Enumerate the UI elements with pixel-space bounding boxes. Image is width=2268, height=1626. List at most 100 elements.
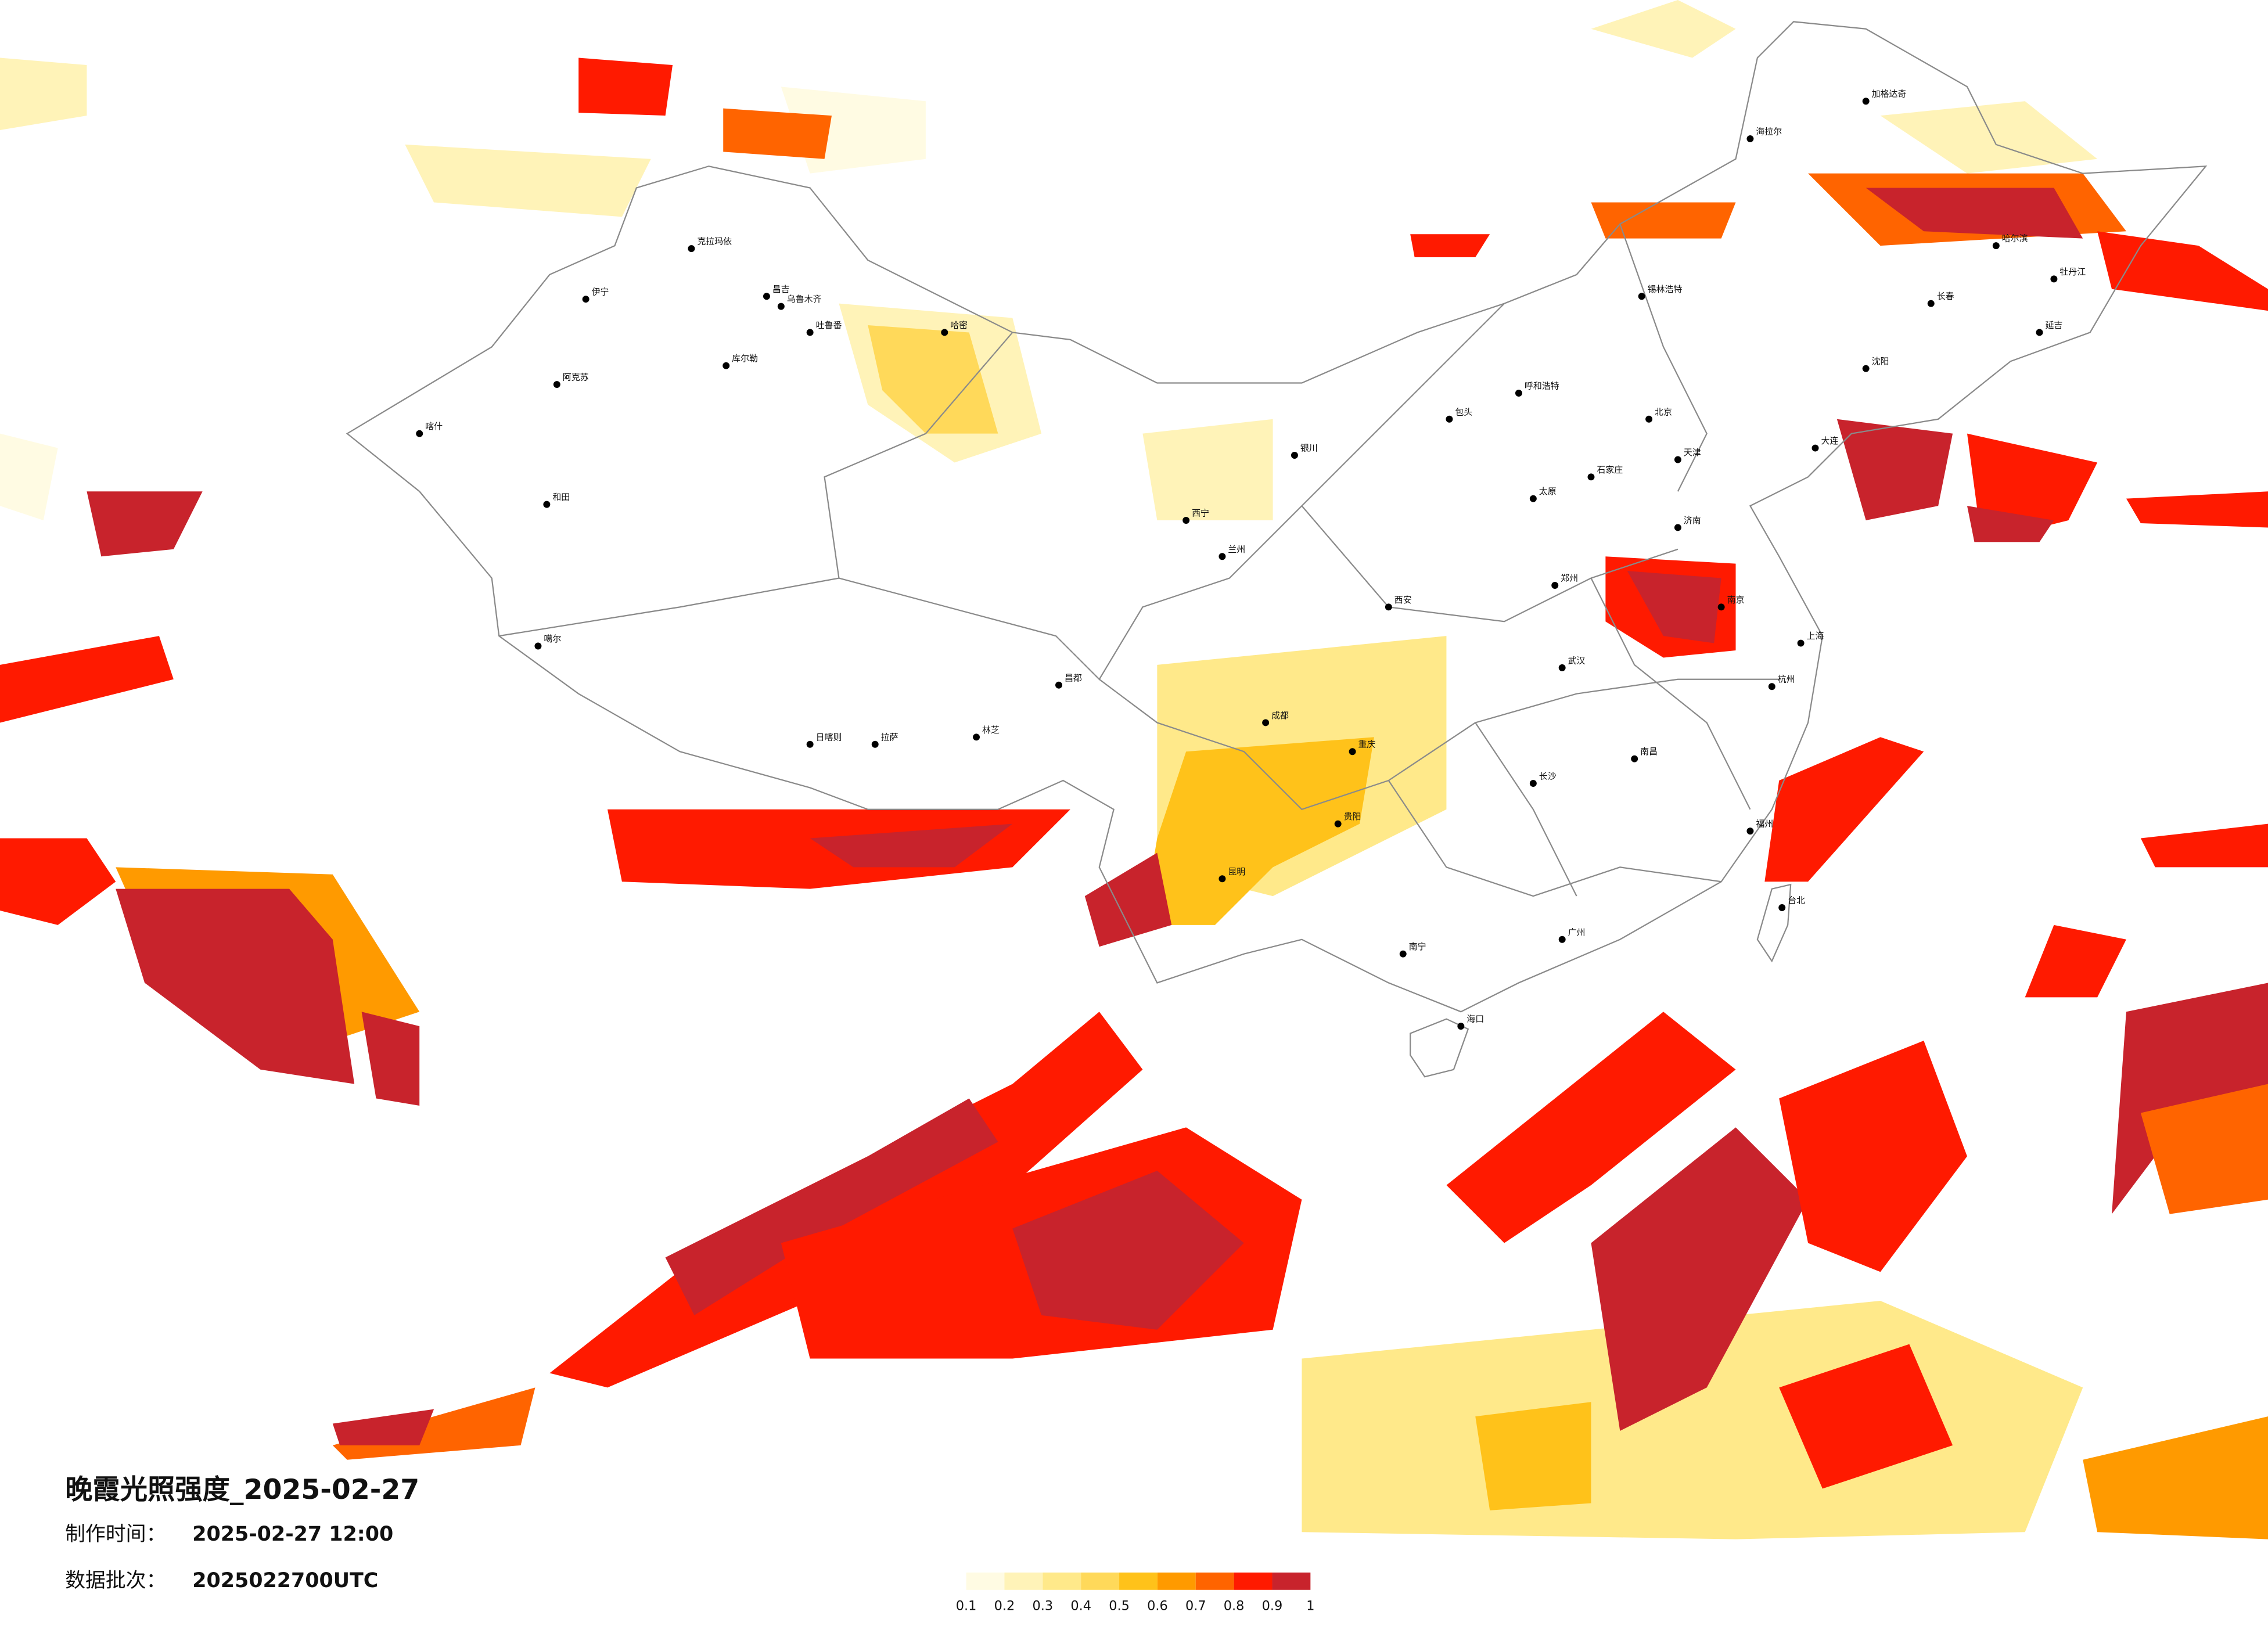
city-label: 沈阳 [1872,356,1889,366]
city-label: 喀什 [425,421,443,431]
city-label: 呼和浩特 [1525,381,1559,391]
borders [346,21,2208,1078]
city-label: 加格达奇 [1872,89,1907,99]
city-label: 北京 [1655,406,1672,417]
city-dot [1385,603,1392,611]
colorbar-label: 1 [1306,1599,1314,1614]
city-dot [723,362,730,369]
city-dot [1862,365,1870,372]
heat-patch [1084,852,1172,947]
city-dot [1457,1023,1465,1030]
colorbar-label: 0.5 [1109,1599,1130,1614]
heat-patch [1779,1041,1967,1272]
heat-patch [723,108,832,159]
heat-patch [1967,506,2054,542]
city-dot [582,296,590,303]
city-dot [1811,444,1819,452]
city-label: 乌鲁木齐 [787,294,822,304]
city-dot [777,303,785,310]
colorbar-swatch [1081,1572,1120,1590]
colorbar-swatch [1195,1572,1234,1590]
heat-patch [0,838,116,925]
colorbar-swatch [1157,1572,1196,1590]
heat-patch [0,433,58,520]
city-label: 南京 [1727,595,1745,605]
city-dot [1529,495,1537,502]
city-label: 西安 [1394,595,1412,605]
batch-label: 数据批次： [65,1569,166,1592]
heat-patch [1779,1344,1953,1489]
heat-patch [405,144,651,217]
city-dot [1349,748,1356,756]
heat-patch [868,325,998,434]
heat-patch [1142,737,1374,925]
city-label: 海口 [1467,1014,1484,1024]
colorbar-label: 0.7 [1185,1599,1206,1614]
city-label: 阿克苏 [563,372,589,383]
heat-patch [2140,823,2268,868]
city-dot [1219,875,1226,883]
city-label: 杭州 [1778,674,1795,685]
city-label: 林芝 [982,725,1000,735]
city-label: 库尔勒 [732,353,758,364]
city-dot [1768,683,1775,690]
colorbar-swatch [1043,1572,1081,1590]
city-label: 克拉玛依 [697,236,732,247]
city-label: 台北 [1788,895,1805,906]
city-label: 包头 [1455,406,1472,417]
city-label: 郑州 [1561,573,1578,584]
city-dot [1182,517,1190,524]
city-label: 和田 [552,492,570,502]
province-border [499,224,1780,897]
city-label: 昌都 [1065,672,1082,683]
city-dot [1399,950,1407,958]
heat-patch [2126,491,2268,528]
city-dot [1746,828,1754,835]
heat-patch [1591,0,1736,58]
city-label: 重庆 [1358,739,1376,750]
city-dot [2036,329,2043,336]
city-label: 长沙 [1539,771,1557,782]
city-dot [534,642,542,650]
city-label: 武汉 [1568,655,1586,665]
city-dot [1927,300,1935,307]
city-label: 日喀则 [816,732,842,742]
city-dot [1674,524,1681,531]
city-dot [871,740,879,748]
city-dot [2050,275,2058,283]
heat-patch [1866,188,2083,239]
city-dot [1674,456,1681,463]
heat-patch [2097,231,2268,311]
heat-patch [1012,1171,1244,1330]
city-dot [416,430,423,437]
title: 晚霞光照强度_2025-02-27 [65,1474,419,1506]
heat-patch [116,888,355,1084]
colorbar-swatch [1119,1572,1158,1590]
heat-patch [578,57,673,116]
city-dot [1631,755,1638,762]
city-dot [806,329,814,336]
city-dot [806,740,814,748]
heat-patch [1591,1127,1809,1431]
city-dot [543,501,551,508]
colorbar-label: 0.4 [1070,1599,1091,1614]
city-label: 南宁 [1409,941,1426,952]
city-dot [1219,553,1226,560]
colorbar-label: 0.6 [1147,1599,1168,1614]
city-label: 锡林浩特 [1648,284,1683,294]
city-label: 天津 [1684,447,1701,458]
heat-patch [1880,101,2098,174]
heat-patch [1142,419,1273,520]
city-label: 银川 [1300,443,1318,454]
colorbar: 0.1 0.2 0.3 0.4 0.5 0.6 0.7 0.8 0.9 1 [956,1572,1314,1614]
city-label: 拉萨 [881,732,898,742]
city-dot [1334,820,1342,828]
heat-patch [361,1012,420,1106]
heat-patch [1591,202,1736,239]
city-label: 大连 [1821,436,1838,446]
heat-patch [2112,983,2268,1214]
heat-patch [1410,234,1490,258]
city-label: 长春 [1937,291,1954,301]
batch-value: 2025022700UTC [192,1569,378,1592]
